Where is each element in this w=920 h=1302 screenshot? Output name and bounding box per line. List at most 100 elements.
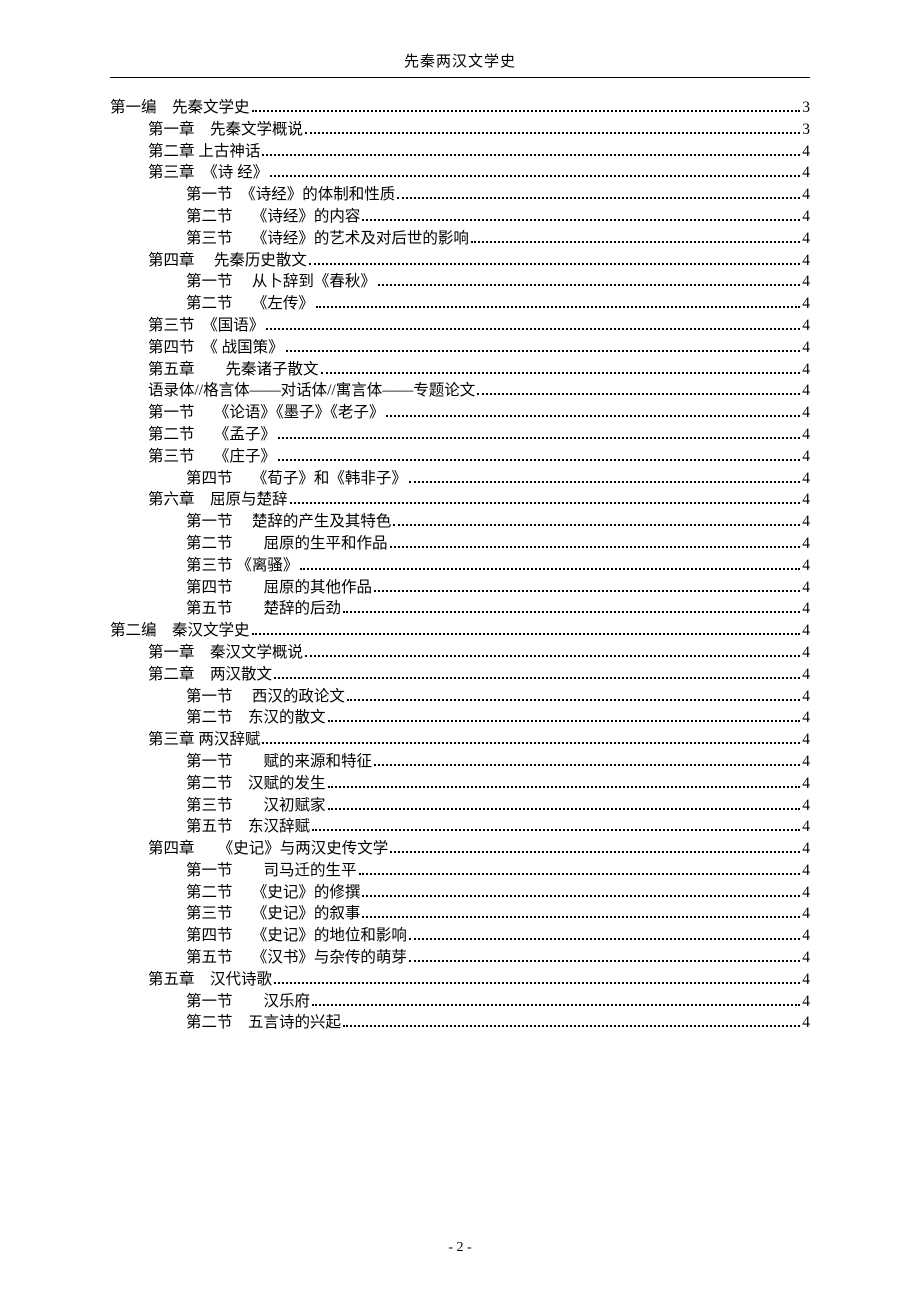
toc-leader-dots	[270, 167, 800, 178]
toc-entry-label: 第一章 秦汉文学概说	[148, 645, 303, 661]
toc-entry-page: 4	[802, 994, 810, 1010]
toc-entry-page: 4	[802, 754, 810, 770]
toc-leader-dots	[390, 843, 800, 854]
toc-row: 第三章 《诗 经》4	[110, 165, 810, 181]
toc-row: 第一节 司马迁的生平4	[110, 863, 810, 879]
toc-leader-dots	[390, 537, 801, 548]
toc-leader-dots	[362, 886, 800, 897]
toc-leader-dots	[362, 908, 800, 919]
toc-leader-dots	[386, 407, 800, 418]
toc-row: 第五节 《汉书》与杂传的萌芽 4	[110, 950, 810, 966]
toc-entry-label: 第五节 东汉辞赋	[186, 819, 310, 835]
toc-entry-label: 第一节 楚辞的产生及其特色	[186, 514, 391, 530]
toc-entry-label: 第二编 秦汉文学史	[110, 623, 250, 639]
toc-leader-dots	[305, 123, 800, 134]
toc-row: 第二编 秦汉文学史 4	[110, 623, 810, 639]
toc-entry-label: 第二节 屈原的生平和作品	[186, 536, 388, 552]
toc-entry-label: 第五章 先秦诸子散文	[148, 362, 319, 378]
toc-row: 第一节 楚辞的产生及其特色 4	[110, 514, 810, 530]
toc-entry-label: 第二节 东汉的散文	[186, 710, 326, 726]
toc-entry-page: 4	[802, 950, 810, 966]
toc-entry-page: 4	[802, 427, 810, 443]
toc-entry-page: 4	[802, 928, 810, 944]
toc-entry-page: 4	[802, 819, 810, 835]
toc-leader-dots	[316, 298, 800, 309]
toc-row: 第三章 两汉辞赋4	[110, 732, 810, 748]
toc-entry-page: 4	[802, 732, 810, 748]
toc-entry-label: 第六章 屈原与楚辞	[148, 492, 288, 508]
toc-entry-page: 4	[802, 645, 810, 661]
toc-row: 第三节 《离骚》4	[110, 558, 810, 574]
toc-row: 第二节 《诗经》的内容4	[110, 209, 810, 225]
toc-row: 第二节 屈原的生平和作品4	[110, 536, 810, 552]
header-rule	[110, 77, 810, 78]
toc-leader-dots	[343, 1017, 800, 1028]
toc-entry-label: 第二章 两汉散文	[148, 667, 272, 683]
toc-entry-label: 第二节 汉赋的发生	[186, 776, 326, 792]
toc-entry-page: 4	[802, 492, 810, 508]
toc-leader-dots	[374, 755, 800, 766]
toc-entry-label: 第一章 先秦文学概说	[148, 122, 303, 138]
toc-row: 第四节 《荀子》和《韩非子》4	[110, 471, 810, 487]
toc-entry-label: 第五节 《汉书》与杂传的萌芽	[186, 950, 407, 966]
toc-row: 第一节 《诗经》的体制和性质4	[110, 187, 810, 203]
toc-entry-page: 4	[802, 209, 810, 225]
toc-entry-label: 第一节 汉乐府	[186, 994, 310, 1010]
toc-row: 第六章 屈原与楚辞 4	[110, 492, 810, 508]
toc-entry-label: 语录体//格言体——对话体//寓言体——专题论文	[148, 383, 475, 399]
toc-leader-dots	[397, 189, 800, 200]
toc-row: 第二节 东汉的散文4	[110, 710, 810, 726]
toc-row: 第二节 《孟子》4	[110, 427, 810, 443]
toc-entry-page: 4	[802, 165, 810, 181]
toc-leader-dots	[378, 276, 800, 287]
toc-entry-label: 第一节 《论语》《墨子》《老子》	[148, 405, 384, 421]
toc-row: 第四节 屈原的其他作品4	[110, 580, 810, 596]
toc-row: 第一节 汉乐府 4	[110, 994, 810, 1010]
toc-leader-dots	[290, 494, 801, 505]
toc-row: 第二节 五言诗的兴起4	[110, 1015, 810, 1031]
toc-leader-dots	[328, 712, 801, 723]
toc-row: 第四章 《史记》与两汉史传文学4	[110, 841, 810, 857]
toc-entry-page: 4	[802, 318, 810, 334]
toc-leader-dots	[274, 973, 800, 984]
toc-row: 第五节 楚辞的后劲4	[110, 601, 810, 617]
page-number: - 2 -	[0, 1240, 920, 1256]
toc-entry-page: 4	[802, 623, 810, 639]
toc-entry-label: 第四节 《史记》的地位和影响	[186, 928, 407, 944]
toc-leader-dots	[278, 450, 800, 461]
toc-entry-page: 4	[802, 841, 810, 857]
toc-entry-page: 4	[802, 144, 810, 160]
toc-entry-label: 第三节 《离骚》	[186, 558, 298, 574]
toc-entry-label: 第一节 从卜辞到《春秋》	[186, 274, 376, 290]
toc-row: 第四章 先秦历史散文4	[110, 253, 810, 269]
toc-entry-page: 4	[802, 514, 810, 530]
toc-entry-page: 4	[802, 798, 810, 814]
toc-leader-dots	[266, 319, 800, 330]
toc-leader-dots	[274, 668, 800, 679]
toc-row: 第二节 《史记》的修撰4	[110, 885, 810, 901]
table-of-contents: 第一编 先秦文学史3第一章 先秦文学概说3第二章 上古神话4第三章 《诗 经》4…	[110, 100, 810, 1031]
toc-entry-label: 第一编 先秦文学史	[110, 100, 250, 116]
toc-leader-dots	[393, 516, 800, 527]
toc-entry-page: 4	[802, 667, 810, 683]
toc-entry-page: 4	[802, 383, 810, 399]
toc-entry-page: 4	[802, 580, 810, 596]
toc-entry-page: 4	[802, 362, 810, 378]
toc-leader-dots	[359, 864, 801, 875]
toc-entry-page: 4	[802, 776, 810, 792]
toc-entry-page: 4	[802, 885, 810, 901]
toc-entry-page: 4	[802, 689, 810, 705]
toc-row: 第四节 《 战国策》4	[110, 340, 810, 356]
toc-leader-dots	[347, 690, 800, 701]
toc-entry-label: 第五章 汉代诗歌	[148, 972, 272, 988]
toc-entry-label: 第三节 《诗经》的艺术及对后世的影响	[186, 231, 469, 247]
toc-row: 第四节 《史记》的地位和影响 4	[110, 928, 810, 944]
toc-entry-page: 4	[802, 253, 810, 269]
toc-entry-page: 4	[802, 296, 810, 312]
toc-row: 第三节 《庄子》4	[110, 449, 810, 465]
toc-entry-page: 4	[802, 906, 810, 922]
toc-entry-page: 4	[802, 471, 810, 487]
toc-leader-dots	[305, 646, 800, 657]
toc-entry-label: 第三节 《国语》	[148, 318, 264, 334]
page-header-title: 先秦两汉文学史	[110, 50, 810, 71]
